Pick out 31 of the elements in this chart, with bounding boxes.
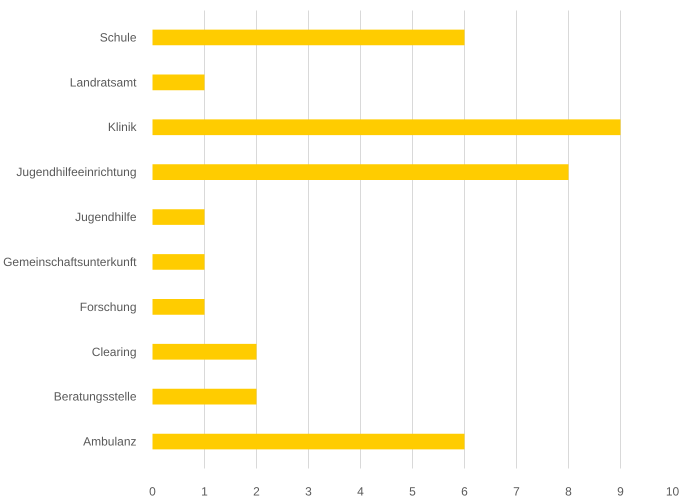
x-tick-label: 1: [201, 484, 208, 498]
x-tick-label: 4: [357, 484, 364, 498]
y-tick-label: Landratsamt: [70, 75, 138, 90]
x-tick-label: 6: [461, 484, 468, 498]
bar: [152, 30, 464, 46]
x-tick-label: 5: [409, 484, 416, 498]
bar: [152, 388, 256, 405]
bar: [152, 298, 204, 315]
bar: [152, 74, 204, 90]
bar: [152, 254, 204, 270]
bar: [152, 119, 620, 136]
bar: [152, 434, 464, 450]
x-tick-label: 8: [565, 484, 572, 498]
y-tick-label: Jugendhilfeeinrichtung: [16, 165, 137, 180]
y-tick-label: Jugendhilfe: [75, 210, 137, 224]
y-tick-label: Forschung: [80, 300, 137, 314]
x-tick-label: 10: [666, 484, 680, 498]
y-tick-label: Ambulanz: [83, 434, 137, 449]
y-tick-label: Schule: [100, 30, 137, 44]
bar: [152, 344, 256, 360]
y-tick-label: Clearing: [92, 344, 137, 359]
x-tick-label: 3: [305, 484, 312, 498]
y-tick-label: Klinik: [108, 120, 138, 134]
y-tick-label: Beratungsstelle: [54, 390, 137, 404]
y-tick-label: Gemeinschaftsunterkunft: [3, 254, 138, 269]
x-tick-label: 9: [617, 484, 624, 498]
x-tick-label: 7: [513, 484, 520, 498]
bar: [152, 209, 204, 225]
x-tick-label: 0: [149, 484, 156, 498]
bar: [152, 164, 568, 180]
x-tick-label: 2: [253, 484, 260, 498]
